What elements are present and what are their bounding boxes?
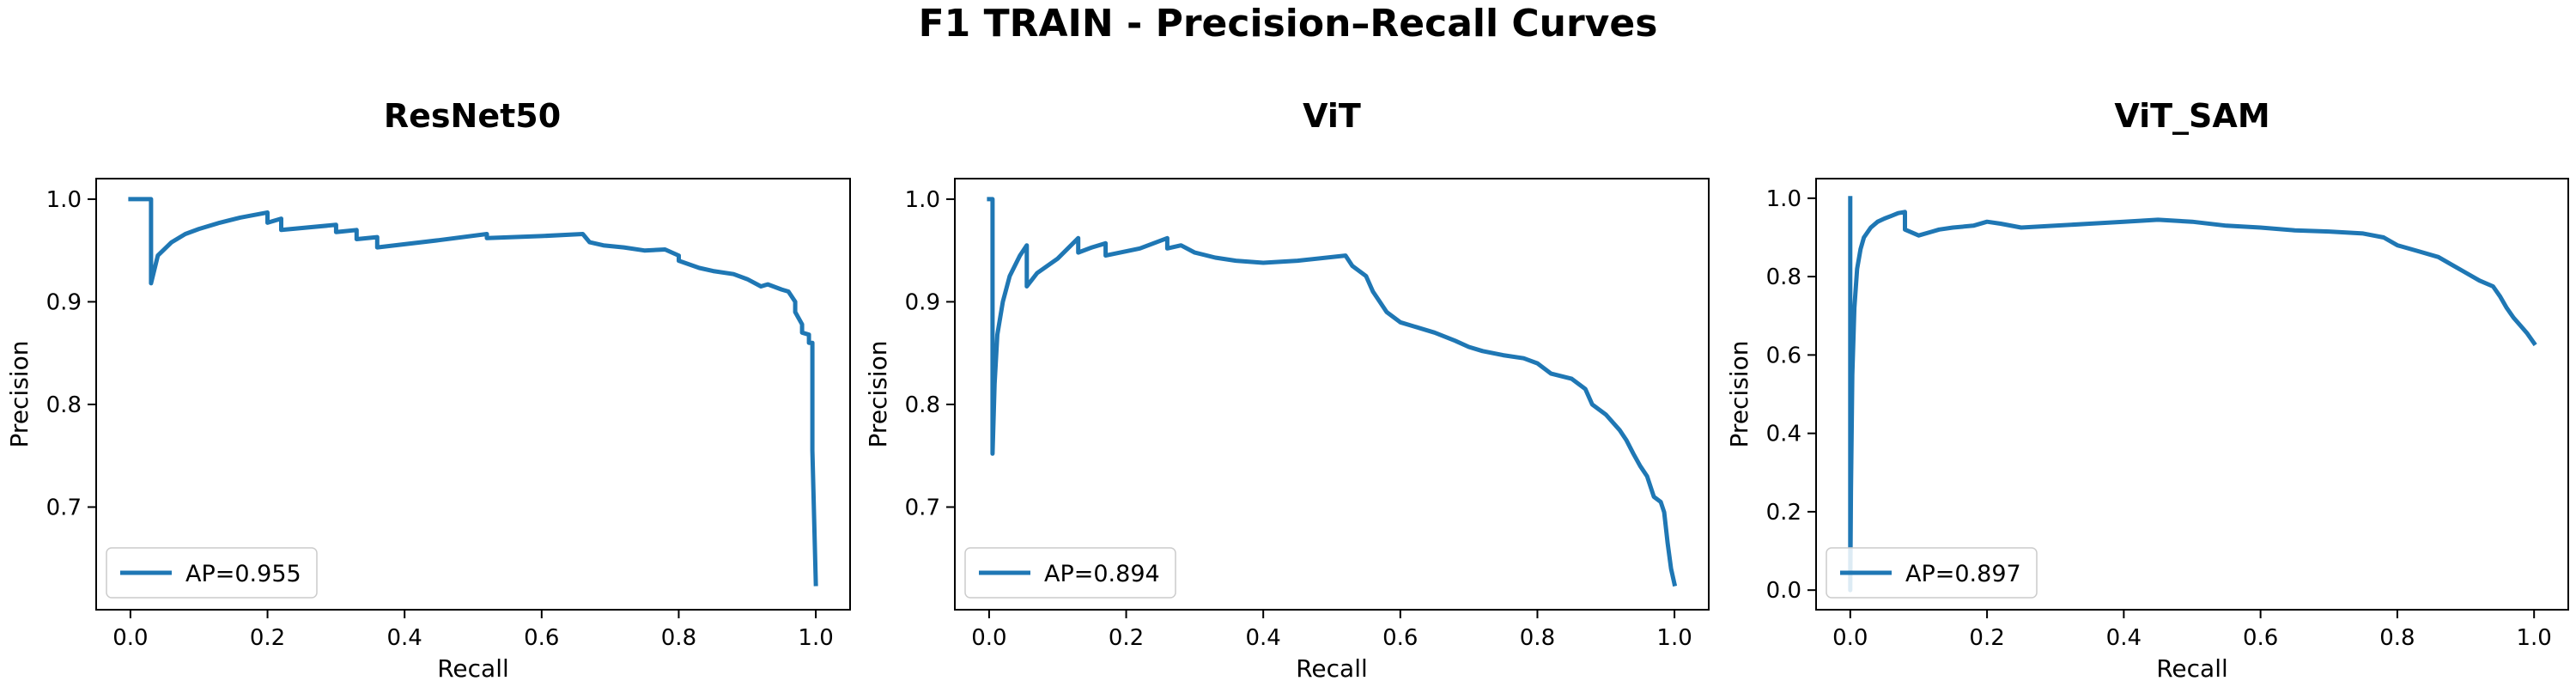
y-tick-label: 0.8: [46, 392, 82, 418]
x-tick-label: 0.6: [2243, 625, 2278, 651]
x-axis-label: Recall: [437, 654, 509, 683]
x-tick-label: 0.4: [2106, 625, 2142, 651]
y-tick-label: 0.8: [1766, 264, 1801, 290]
y-tick-label: 0.6: [1766, 343, 1801, 368]
series-line-vit-0: [987, 197, 1678, 587]
y-tick-label: 0.0: [1766, 578, 1801, 604]
y-tick-label: 0.7: [905, 495, 940, 520]
plot-area-vit: 0.0 0.2 0.4 0.6 0.8 1.0 0.7 0.8 0.9 1.0 Recall Prec…: [864, 178, 1710, 683]
plot-area-vit-sam: 0.0 0.2 0.4 0.6 0.8 1.0 0.0 0.2 0.4 0.6 0.8 1.0 Reca…: [1725, 178, 2569, 683]
axes-frame-resnet50: [95, 178, 851, 611]
x-tick-label: 0.2: [1969, 625, 2004, 651]
x-axis-label: Recall: [1296, 654, 1368, 683]
x-tick-label: 0.4: [387, 625, 422, 651]
x-tick-label: 0.4: [1246, 625, 1281, 651]
x-tick-label: 1.0: [798, 625, 833, 651]
legend-box: [964, 547, 1176, 599]
y-tick-label: 0.4: [1766, 422, 1801, 447]
legend-box: [1826, 547, 2038, 599]
y-tick-label: 0.8: [905, 392, 940, 418]
legend-box: [106, 547, 318, 599]
x-tick-label: 0.8: [2379, 625, 2415, 651]
legend-label: AP=0.897: [1905, 561, 2021, 587]
legend-label: AP=0.894: [1044, 561, 1160, 587]
x-axis-label: Recall: [2156, 654, 2228, 683]
y-tick-label: 0.9: [905, 289, 940, 315]
panel-title-vit-sam: ViT_SAM: [2114, 97, 2269, 135]
series-line-resnet50-0: [128, 197, 818, 587]
x-tick-label: 0.6: [524, 625, 559, 651]
x-tick-label: 0.8: [661, 625, 696, 651]
axes-frame-vit-sam: [1815, 178, 2569, 611]
x-tick-label: 1.0: [1656, 625, 1692, 651]
axes-frame-vit: [954, 178, 1710, 611]
x-tick-label: 0.0: [112, 625, 148, 651]
x-tick-label: 0.0: [971, 625, 1006, 651]
y-tick-label: 1.0: [46, 187, 82, 213]
legend-resnet50: AP=0.955: [106, 547, 318, 599]
x-tick-label: 0.2: [250, 625, 285, 651]
x-tick-label: 0.0: [1832, 625, 1868, 651]
x-tick-label: 0.2: [1109, 625, 1144, 651]
plot-area-resnet50: 0.0 0.2 0.4 0.6 0.8 1.0 0.7 0.8 0.9 1.0 Recall Prec…: [5, 178, 851, 683]
legend-vit-sam: AP=0.897: [1826, 547, 2038, 599]
panel-vit: ViT 0.0 0.2 0.4 0.6 0.8 1.0 0.7 0.8 0.9 1.0 Recall…: [864, 97, 1710, 683]
panel-title-resnet50: ResNet50: [384, 97, 561, 135]
figure-title: F1 TRAIN - Precision–Recall Curves: [919, 2, 1658, 46]
x-tick-label: 0.8: [1520, 625, 1555, 651]
panel-resnet50: ResNet50 0.0 0.2 0.4 0.6 0.8 1.0 0.7 0.8 0.9 1.0 R…: [5, 97, 851, 683]
series-line-vit-sam-0: [1848, 196, 2537, 593]
y-axis-label: Precision: [864, 341, 892, 448]
y-tick-label: 1.0: [1766, 186, 1801, 212]
y-tick-label: 0.7: [46, 495, 82, 520]
y-tick-label: 1.0: [905, 187, 940, 213]
x-tick-label: 1.0: [2517, 625, 2552, 651]
y-axis-label: Precision: [5, 341, 33, 448]
y-tick-label: 0.9: [46, 289, 82, 315]
panel-vit-sam: ViT_SAM 0.0 0.2 0.4 0.6 0.8 1.00.00.20.40.60.…: [1725, 97, 2569, 683]
panel-title-vit: ViT: [1303, 97, 1361, 135]
y-axis-label: Precision: [1725, 341, 1753, 448]
legend-vit: AP=0.894: [964, 547, 1176, 599]
y-tick-label: 0.2: [1766, 500, 1801, 526]
legend-label: AP=0.955: [185, 561, 301, 587]
x-tick-label: 0.6: [1382, 625, 1418, 651]
